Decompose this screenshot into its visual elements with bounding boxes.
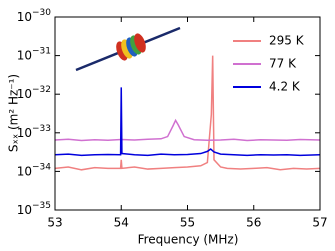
x-axis-label: Frequency (MHz) bbox=[138, 233, 239, 247]
series-line bbox=[54, 55, 321, 171]
legend-label: 77 K bbox=[269, 57, 297, 71]
x-tick-label: 55 bbox=[180, 216, 195, 230]
x-tick-label: 57 bbox=[312, 216, 327, 230]
y-tick-label: 10−31 bbox=[17, 46, 51, 62]
series-line bbox=[54, 118, 321, 142]
series-line bbox=[54, 87, 321, 157]
y-tick-label: 10−35 bbox=[17, 201, 51, 217]
y-tick-label: 10−32 bbox=[17, 85, 51, 101]
y-tick-label: 10−33 bbox=[17, 123, 51, 139]
x-tick-label: 54 bbox=[114, 216, 129, 230]
y-axis-label: Sₓₓ (m² Hz⁻¹) bbox=[7, 74, 21, 152]
x-tick-label: 53 bbox=[47, 216, 62, 230]
y-tick-label: 10−34 bbox=[17, 162, 52, 178]
legend-label: 4.2 K bbox=[269, 80, 301, 94]
legend-label: 295 K bbox=[269, 34, 305, 48]
inset-icon bbox=[75, 26, 181, 72]
x-tick-label: 56 bbox=[246, 216, 261, 230]
plot-frame bbox=[54, 16, 321, 211]
y-tick-label: 10−30 bbox=[17, 8, 52, 24]
